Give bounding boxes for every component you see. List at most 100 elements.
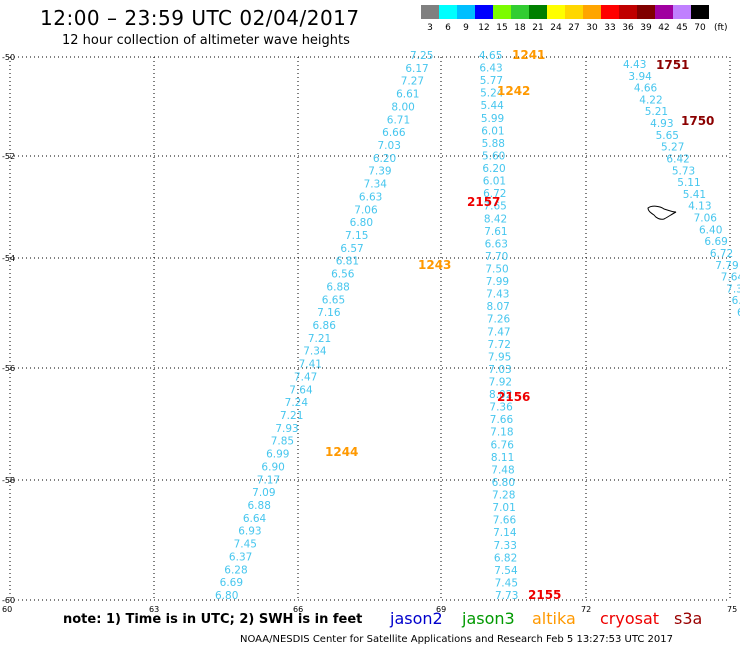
wave-height-value: 4.13 [688,201,711,213]
scale-swatch [493,5,511,19]
wave-height-value: 6.90 [261,461,284,473]
wave-height-value: 4.65 [479,50,502,62]
wave-height-value: 7.41 [299,359,322,371]
wave-height-value: 6 [737,307,740,319]
lat-label: -60 [2,596,15,605]
wave-height-value: 7.18 [490,427,513,439]
scale-swatch [673,5,691,19]
wave-height-value: 4.22 [639,94,662,106]
wave-height-value: 7.43 [486,289,509,301]
wave-height-value: 7.24 [285,397,309,409]
lon-label: 66 [293,605,303,614]
wave-height-value: 6.61 [396,89,419,101]
wave-height-value: 7.48 [491,464,514,476]
wave-height-value: 7.26 [487,314,511,326]
wave-height-value: 7.65 [483,201,506,213]
island-outline [647,205,677,220]
scale-swatch [637,5,655,19]
footer-note: note: 1) Time is in UTC; 2) SWH is in fe… [63,612,363,627]
scale-label: 36 [622,23,634,33]
pass-time-label: 2155 [528,588,561,602]
wave-height-value: 7.66 [490,414,514,426]
lat-label: -58 [2,476,15,485]
wave-height-value: 5.21 [645,106,668,118]
wave-height-value: 7.39 [368,166,391,178]
wave-height-value: 6.76 [491,439,515,451]
scale-label: 6 [445,23,451,33]
wave-height-value: 7.36 [489,402,513,414]
wave-height-value: 4.93 [650,118,673,130]
scale-label: 3 [427,23,433,33]
wave-height-value: 7.21 [280,410,303,422]
scale-swatch [601,5,619,19]
wave-height-value: 8.11 [491,452,514,464]
wave-height-value: 6.65 [322,294,345,306]
wave-height-value: 7.50 [485,263,508,275]
scale-swatch [511,5,529,19]
pass-time-label: 1243 [418,258,451,272]
legend-s3a: s3a [674,609,703,628]
scale-swatch [475,5,493,19]
wave-height-value: 7.06 [694,213,718,225]
wave-height-value: 7.93 [275,423,298,435]
scale-label: 30 [586,23,598,33]
scale-label: 45 [676,23,688,33]
wave-height-value: 5.60 [482,150,505,162]
wave-height-value: 6.56 [331,269,355,281]
pass-time-label: 1241 [512,48,545,62]
wave-height-value: 6.42 [666,153,689,165]
wave-height-value: 7.72 [488,339,511,351]
wave-height-value: 7.70 [485,251,508,263]
wave-height-value: 8.02 [489,389,512,401]
wave-height-value: 6.80 [350,217,373,229]
wave-height-value: 6.57 [340,243,363,255]
wave-height-value: 6.63 [485,238,508,250]
wave-height-value: 5.27 [661,142,684,154]
wave-height-value: 6.28 [224,564,247,576]
scale-swatch [565,5,583,19]
wave-height-value: 7.25 [410,50,433,62]
scale-swatch [547,5,565,19]
scale-label: 24 [550,23,562,33]
wave-height-value: 6.37 [229,551,252,563]
scale-label: 18 [514,23,526,33]
wave-height-value: 6.88 [326,281,349,293]
scale-label: 33 [604,23,616,33]
wave-height-value: 7.64 [721,272,740,284]
wave-height-value: 4.43 [623,59,646,71]
wave-height-value: 7.06 [354,204,378,216]
wave-height-value: 6.20 [482,163,505,175]
wave-height-value: 7.16 [317,307,341,319]
wave-height-value: 7.34 [364,179,388,191]
wave-height-value: 6.93 [238,526,261,538]
wave-height-value: 7.15 [345,230,368,242]
scale-swatch [529,5,547,19]
wave-height-value: 5.41 [683,189,706,201]
wave-height-value: 7.21 [308,333,331,345]
track-values: 4.656.435.775.245.445.996.015.885.606.20… [215,48,740,602]
wave-height-value: 6.01 [483,176,506,188]
wave-height-value: 5.24 [480,88,504,100]
lon-label: 60 [2,605,12,614]
wave-height-value: 6.64 [243,513,267,525]
scale-swatch [619,5,637,19]
wave-height-value: 7.95 [488,351,511,363]
scale-swatch [421,5,439,19]
wave-height-value: 8.42 [484,213,507,225]
wave-height-value: 5.88 [482,138,505,150]
pass-time-label: 1750 [681,114,714,128]
wave-height-value: 7.92 [489,377,512,389]
wave-height-value: 6.71 [387,114,410,126]
page-subtitle: 12 hour collection of altimeter wave hei… [62,33,350,48]
scale-swatch [439,5,457,19]
wave-height-value: 6.86 [313,320,337,332]
scale-label: 27 [568,23,580,33]
scale-swatch [691,5,709,19]
lon-label: 72 [581,605,591,614]
scale-swatch [457,5,475,19]
scale-label: 15 [496,23,508,33]
wave-height-value: 7.54 [494,565,518,577]
scale-label: 9 [463,23,469,33]
wave-height-value: 5.11 [677,177,700,189]
